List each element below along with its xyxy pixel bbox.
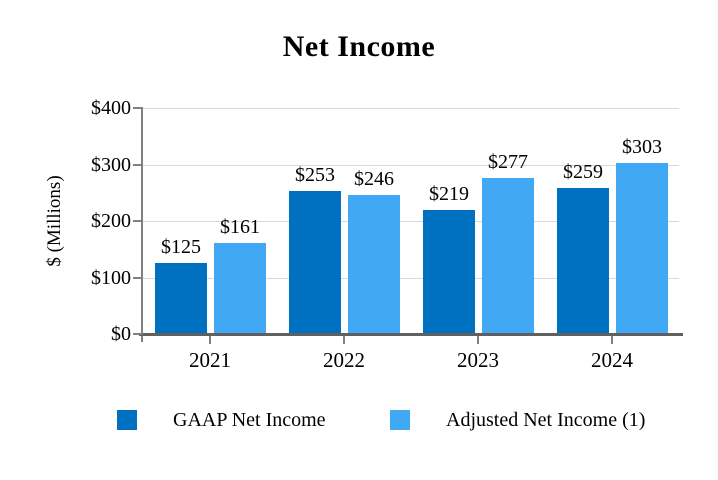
bar-value-label: $161 <box>220 216 260 238</box>
bar-value-label: $303 <box>622 135 662 158</box>
bar-value-label: $253 <box>295 164 335 187</box>
bar-value-label: $277 <box>488 150 528 173</box>
x-axis-tick-label: 2021 <box>189 348 231 372</box>
bar-2021-series-2 <box>214 243 266 334</box>
bar-2022-series-1 <box>289 191 341 334</box>
y-axis-tick-mark <box>133 333 143 335</box>
x-axis-tick-label: 2023 <box>457 348 499 372</box>
legend-swatch-2 <box>390 410 410 430</box>
y-axis-tick-mark <box>133 163 143 166</box>
x-axis-tick-mark <box>477 336 479 344</box>
gridline-$200 <box>143 221 679 222</box>
bar-value-label: $125 <box>161 236 201 259</box>
y-axis-tick-label: $100 <box>91 266 131 289</box>
bar-2023-series-1 <box>423 210 475 334</box>
plot-area: $125 $161 $253 $246 $219 $277 $259 $303 <box>143 108 679 334</box>
bar-2024-series-1 <box>557 187 609 334</box>
bar-2021-series-1 <box>155 263 207 334</box>
bar-2022-series-2 <box>348 195 400 334</box>
bar-value-label: $246 <box>354 168 394 190</box>
legend-swatch-1 <box>117 410 137 430</box>
x-axis-tick-label: 2022 <box>323 348 365 372</box>
bar-2023-series-2 <box>482 177 534 334</box>
gridline-$400 <box>143 108 679 109</box>
x-axis-tick-mark <box>343 336 345 344</box>
y-axis-tick-label: $400 <box>91 97 131 119</box>
legend-label: Adjusted Net Income (1) <box>446 409 646 431</box>
y-axis-tick-mark <box>133 107 143 109</box>
y-axis-line <box>141 108 143 342</box>
legend-item-2: Adjusted Net Income (1) <box>390 408 645 432</box>
x-axis-tick-mark <box>611 336 613 344</box>
gridline-$100 <box>143 277 679 279</box>
x-axis-line <box>139 333 683 336</box>
x-axis-tick-mark <box>209 336 211 344</box>
y-axis-tick-label: $300 <box>91 153 131 176</box>
chart-title: Net Income <box>282 30 436 63</box>
y-axis-tick-label: $200 <box>91 210 131 232</box>
y-axis-tick-mark <box>133 220 143 222</box>
bar-2024-series-2 <box>616 162 668 334</box>
y-axis-tick-mark <box>133 276 143 279</box>
gridline-$300 <box>143 164 679 166</box>
legend-item-1: GAAP Net Income <box>117 408 326 432</box>
bar-value-label: $259 <box>563 160 603 183</box>
y-axis-tick-label: $0 <box>111 323 131 345</box>
bar-value-label: $219 <box>429 183 469 206</box>
x-axis-tick-label: 2024 <box>591 348 633 372</box>
legend-label: GAAP Net Income <box>173 409 326 431</box>
